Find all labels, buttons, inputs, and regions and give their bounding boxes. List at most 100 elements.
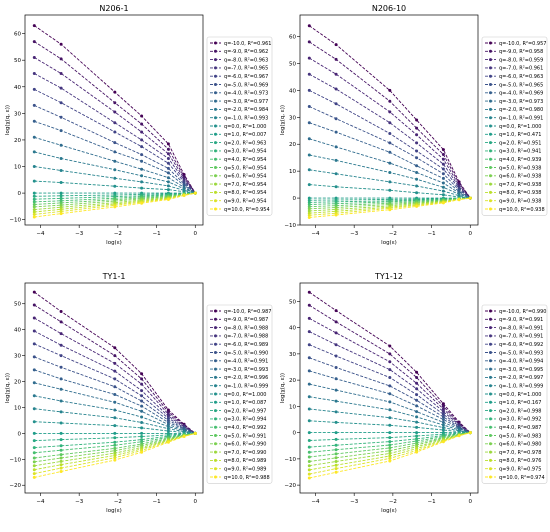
data-point (334, 452, 338, 456)
data-point (307, 431, 311, 435)
data-point (334, 467, 338, 471)
data-point (166, 429, 170, 433)
plot-frame (299, 282, 479, 494)
data-point (113, 416, 117, 420)
legend-label: q=-5.0, R²=0.969 (224, 82, 268, 88)
data-point (59, 310, 63, 313)
data-point (334, 213, 338, 217)
legend-label: q=4.0, R²=0.939 (499, 157, 541, 163)
legend-marker (214, 190, 217, 194)
x-tick-label: 0 (469, 231, 473, 237)
legend-marker (489, 434, 492, 437)
legend-entry: q=0.0, R²=1.000 (210, 124, 266, 130)
y-tick-label: 50 (14, 58, 21, 64)
y-axis-label: log(χ(q, ε)) (280, 373, 286, 403)
legend-marker (214, 367, 217, 371)
data-point (307, 137, 311, 141)
data-point (441, 157, 445, 161)
plot-frame (299, 14, 479, 226)
x-axis-label: log(ε) (381, 240, 397, 246)
data-point (415, 376, 419, 379)
x-tick-label: −4 (36, 499, 45, 505)
data-point (140, 159, 144, 163)
data-point (59, 459, 63, 463)
data-point (307, 40, 311, 44)
data-point (140, 145, 144, 149)
legend-entry: q=5.0, R²=0.938 (485, 165, 541, 171)
legend-label: q=3.0, R²=0.992 (499, 417, 541, 423)
data-point (140, 431, 144, 435)
legend-entry: q=-1.0, R²=0.999 (485, 384, 543, 390)
x-axis-label: log(ε) (381, 508, 397, 514)
legend-box (481, 304, 548, 484)
legend-label: q=4.0, R²=0.987 (499, 425, 541, 431)
data-point (415, 437, 419, 441)
legend-label: q=10.0, R²=0.938 (499, 207, 545, 213)
data-point (113, 451, 117, 455)
series-1 (307, 431, 472, 435)
data-point (415, 434, 419, 438)
legend-entry: q=-1.0, R²=0.991 (485, 116, 543, 122)
data-point (388, 344, 392, 348)
legend-marker (214, 458, 217, 462)
data-point (32, 468, 36, 472)
data-point (441, 423, 445, 427)
legend-entry: q=0.0, R²=1.000 (210, 392, 266, 398)
data-point (415, 141, 419, 145)
legend-box (206, 36, 273, 216)
chart-title: TY1-12 (374, 272, 403, 281)
data-point (388, 352, 392, 356)
y-tick-label: −10 (9, 218, 21, 224)
legend-marker (214, 99, 217, 103)
x-tick-label: −1 (153, 499, 161, 505)
data-point (113, 377, 117, 381)
data-point (415, 450, 419, 454)
legend-entry: q=2.0, R²=0.998 (485, 408, 541, 414)
data-point (59, 377, 63, 381)
legend-label: q=-10.0, R²=0.990 (499, 309, 546, 315)
data-point (415, 177, 419, 181)
legend-label: q=5.0, R²=0.991 (224, 433, 266, 439)
data-point (32, 290, 36, 294)
legend-label: q=-8.0, R²=0.988 (224, 325, 268, 331)
data-point (32, 210, 36, 214)
data-point (415, 184, 419, 188)
legend-label: q=-3.0, R²=0.973 (499, 99, 543, 105)
legend-label: q=-2.0, R²=0.984 (224, 107, 268, 113)
legend-marker (489, 400, 492, 404)
legend-marker (214, 199, 217, 203)
data-point (32, 407, 36, 411)
legend-label: q=-9.0, R²=0.991 (499, 317, 543, 323)
data-point (388, 180, 392, 184)
data-point (334, 437, 338, 441)
y-axis-label: log(χ(q, ε)) (5, 105, 11, 135)
legend-entry: q=-1.0, R²=0.993 (210, 116, 268, 122)
legend-marker (489, 342, 492, 346)
legend-label: q=-3.0, R²=0.977 (224, 99, 268, 105)
data-point (166, 418, 170, 422)
data-point (140, 438, 144, 442)
series-line (309, 41, 471, 199)
legend-marker (489, 326, 492, 330)
x-tick-label: −4 (311, 499, 320, 505)
data-point (415, 126, 419, 130)
legend-entry: q=-5.0, R²=0.993 (485, 350, 543, 356)
legend-entry: q=10.0, R²=0.988 (210, 475, 270, 481)
legend-entry: q=3.0, R²=0.954 (210, 149, 266, 155)
data-point (113, 369, 117, 373)
legend-label: q=9.0, R²=0.975 (499, 467, 541, 473)
legend-marker (489, 450, 492, 454)
legend-label: q=5.0, R²=0.938 (499, 165, 541, 171)
data-point (140, 394, 144, 398)
legend-entry: q=6.0, R²=0.938 (485, 174, 541, 180)
y-tick-label: 40 (14, 328, 21, 334)
data-point (59, 181, 63, 184)
series--2 (32, 150, 197, 195)
data-point (307, 198, 311, 202)
data-point (32, 456, 36, 460)
legend-entry: q=6.0, R²=0.990 (210, 442, 266, 448)
data-point (307, 88, 311, 92)
legend-label: q=-2.0, R²=0.996 (224, 375, 268, 381)
legend-label: q=10.0, R²=0.954 (224, 207, 270, 213)
